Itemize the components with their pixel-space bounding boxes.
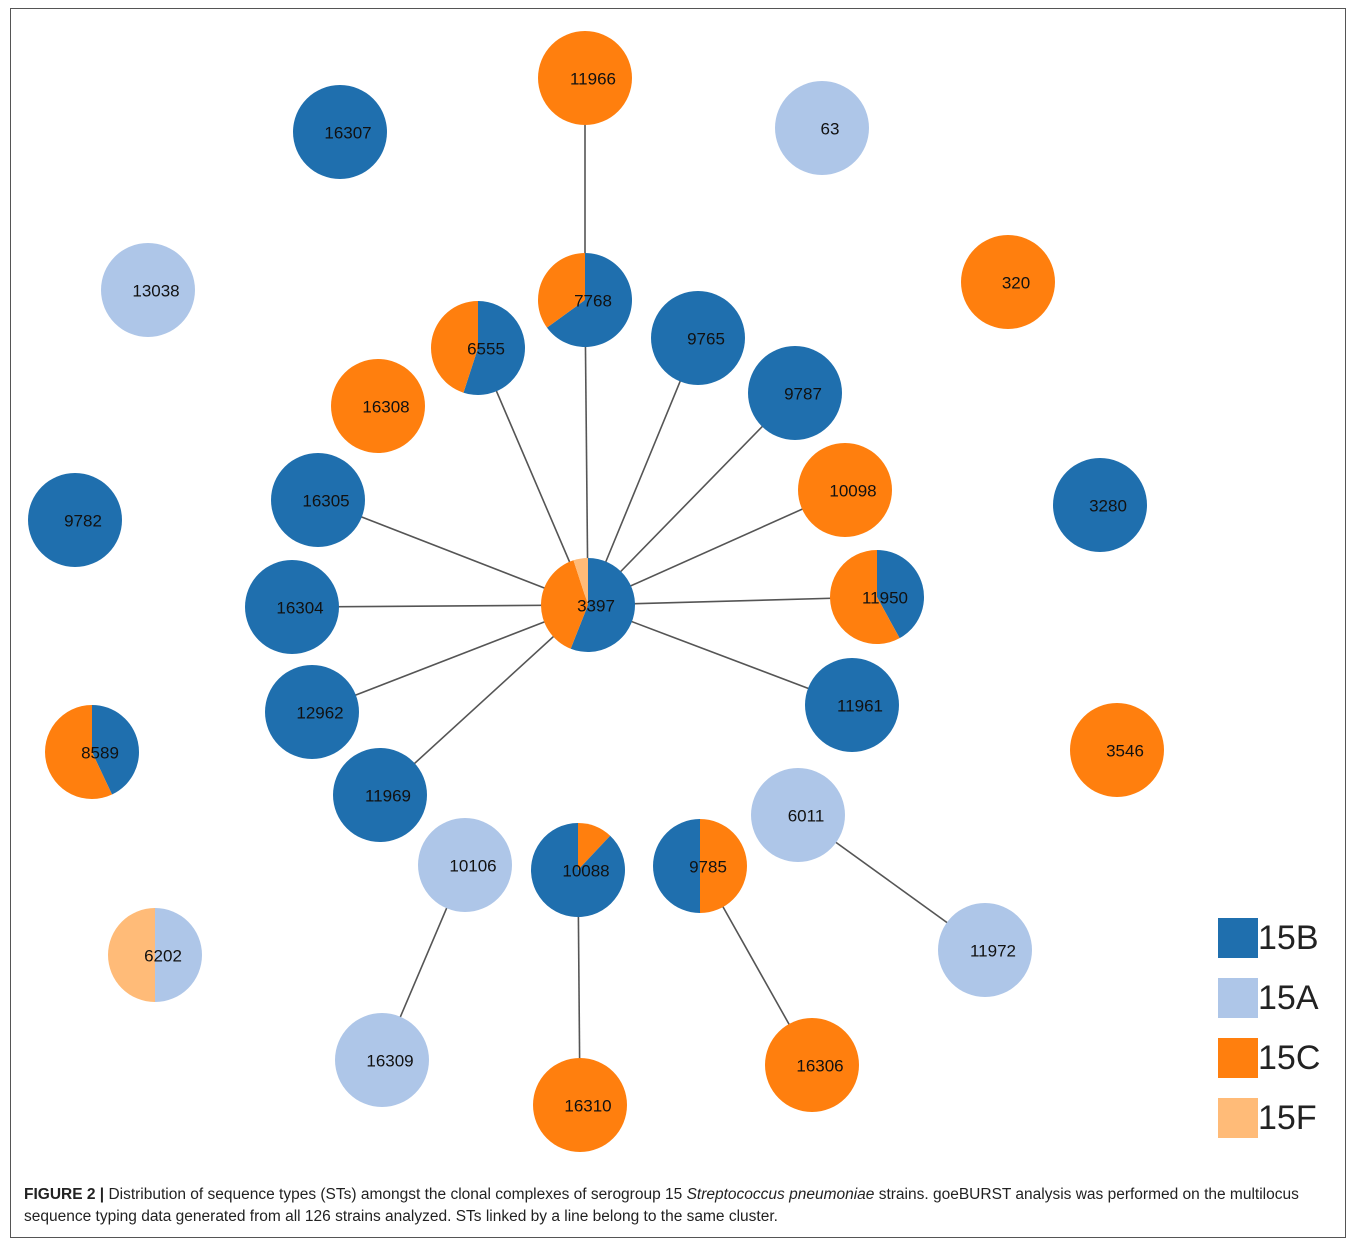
edge [587,596,878,606]
pie-slice [578,823,611,870]
node-label: 6011 [788,806,825,825]
edge [587,604,853,706]
pie-slice [271,453,365,547]
pie-slice [961,235,1055,329]
pie-slice [540,560,588,649]
legend-swatch [1218,1038,1258,1078]
node-label: 16307 [324,123,371,142]
caption-text: strains. goeBURST analysis was performed… [24,1186,1299,1225]
node-label: 3546 [1106,741,1144,760]
node-label: 16310 [564,1096,611,1115]
pie-slice [751,768,845,862]
pie-slice [101,243,195,337]
node-label: 320 [1002,273,1030,292]
node-label: 11969 [365,786,411,805]
node-label: 8589 [81,743,119,762]
pie-slice [155,908,202,1002]
node-label: 16305 [302,491,349,510]
pie-slice [265,665,359,759]
pie-slice [877,550,925,639]
pie-slice [537,252,585,328]
pie-slice [335,1013,429,1107]
pie-slice [28,473,122,567]
caption-label: FIGURE 2 | [24,1186,105,1203]
pie-slice [573,558,588,605]
legend-label: 15C [1258,1039,1320,1077]
figure-frame [10,8,1346,1238]
pie-slice [1053,458,1147,552]
pie-slice [92,705,139,795]
pie-slice [533,1058,627,1152]
pie-slice [44,705,113,799]
node-label: 11966 [570,69,616,88]
pie-slice [938,903,1032,997]
node-label: 16309 [366,1051,413,1070]
pie-slice [653,819,700,913]
node-label: 63 [821,119,840,138]
edge [291,604,589,608]
pie-slice [765,1018,859,1112]
node-label: 12962 [296,703,343,722]
node-label: 3280 [1089,496,1127,515]
legend-label: 15B [1258,919,1319,957]
edge [317,499,589,606]
node-label: 10098 [829,481,876,500]
pie-slice [293,85,387,179]
pie-slice [431,301,478,393]
legend-label: 15F [1258,1099,1317,1137]
legend-swatch [1218,978,1258,1018]
legend-swatch [1218,918,1258,958]
node-label: 11950 [862,588,908,607]
node-label: 9785 [689,857,727,876]
pie-slice [538,31,632,125]
pie-slice [651,291,745,385]
pie-slice [830,550,900,644]
pie-slice [108,908,155,1002]
node-label: 16308 [362,397,409,416]
pie-slice [798,443,892,537]
node-label: 6555 [467,339,505,358]
pie-slice [530,823,625,917]
node-label: 16306 [796,1056,843,1075]
node-label: 6202 [144,946,182,965]
node-label: 10088 [562,861,609,880]
node-label: 9787 [784,384,822,403]
legend-swatch [1218,1098,1258,1138]
node-label: 3397 [577,596,615,615]
edge [587,337,699,606]
pie-slice [570,558,635,652]
node-label: 7768 [574,291,612,310]
pie-slice [418,818,512,912]
figure-caption: FIGURE 2 | Distribution of sequence type… [24,1184,1324,1228]
pie-slice [748,346,842,440]
legend-label: 15A [1258,979,1319,1017]
caption-species: Streptococcus pneumoniae [686,1186,875,1203]
pie-slice [1070,703,1164,797]
pie-slice [546,253,632,347]
node-label: 9765 [687,329,725,348]
node-label: 10106 [449,856,496,875]
pie-slice [805,658,899,752]
edge [311,604,589,713]
node-label: 13038 [132,281,179,300]
pie-slice [775,81,869,175]
pie-slice [333,748,427,842]
edge [584,299,589,606]
node-label: 16304 [276,598,323,617]
pie-slice [700,819,747,913]
node-label: 9782 [64,511,102,530]
caption-text: Distribution of sequence types (STs) amo… [104,1186,687,1203]
pie-slice [463,300,525,395]
pie-slice [331,359,425,453]
edge [587,392,796,606]
node-label: 11961 [837,696,883,715]
pie-slice [245,560,339,654]
node-label: 11972 [970,941,1016,960]
network-diagram: 11966 16307 63 13038 320 7768 6555 9765 9787 1630… [28,31,1320,1152]
